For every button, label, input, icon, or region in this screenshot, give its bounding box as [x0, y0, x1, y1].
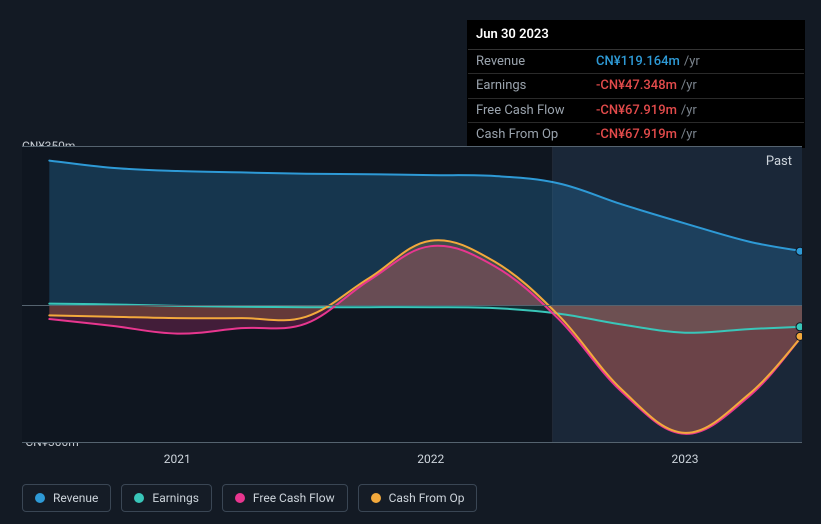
tooltip-row-label: Cash From Op: [476, 127, 596, 143]
legend-item-fcf[interactable]: Free Cash Flow: [222, 484, 348, 512]
legend-label: Revenue: [53, 491, 98, 505]
tooltip-row: RevenueCN¥119.164m/yr: [468, 50, 804, 75]
legend-label: Earnings: [152, 491, 199, 505]
tooltip-row-suffix: /yr: [684, 54, 700, 70]
tooltip-date: Jun 30 2023: [468, 21, 804, 50]
past-label: Past: [766, 154, 792, 169]
tooltip-row-suffix: /yr: [681, 103, 697, 119]
tooltip-row-label: Free Cash Flow: [476, 103, 596, 119]
tooltip-row-value: -CN¥47.348m: [596, 78, 677, 94]
legend-item-earnings[interactable]: Earnings: [121, 484, 212, 512]
legend-swatch: [134, 493, 144, 503]
x-axis-label: 2023: [672, 452, 699, 466]
legend-item-revenue[interactable]: Revenue: [22, 484, 111, 512]
tooltip-row-value: CN¥119.164m: [596, 54, 680, 70]
tooltip-row-label: Earnings: [476, 78, 596, 94]
legend-swatch: [235, 493, 245, 503]
tooltip-row-suffix: /yr: [681, 127, 697, 143]
axis-gridline: [22, 442, 802, 443]
axis-gridline: [22, 305, 802, 306]
legend: Revenue Earnings Free Cash Flow Cash From O…: [22, 484, 477, 512]
tooltip-row: Free Cash Flow-CN¥67.919m/yr: [468, 99, 804, 124]
axis-gridline: [22, 146, 802, 147]
series-end-marker-earnings: [796, 323, 802, 331]
series-end-marker-revenue: [796, 247, 802, 255]
tooltip-row-value: -CN¥67.919m: [596, 127, 677, 143]
x-axis-label: 2022: [417, 452, 444, 466]
x-axis-label: 2021: [164, 452, 191, 466]
legend-item-cfo[interactable]: Cash From Op: [358, 484, 478, 512]
tooltip-row: Cash From Op-CN¥67.919m/yr: [468, 123, 804, 147]
tooltip-row: Earnings-CN¥47.348m/yr: [468, 74, 804, 99]
legend-swatch: [35, 493, 45, 503]
tooltip-row-label: Revenue: [476, 54, 596, 70]
tooltip-panel: Jun 30 2023 RevenueCN¥119.164m/yrEarning…: [467, 20, 805, 148]
legend-label: Free Cash Flow: [253, 491, 335, 505]
legend-label: Cash From Op: [389, 491, 465, 505]
legend-swatch: [371, 493, 381, 503]
series-end-marker-cfo: [796, 332, 802, 340]
chart-plot[interactable]: Past: [22, 146, 802, 442]
tooltip-row-value: -CN¥67.919m: [596, 103, 677, 119]
tooltip-row-suffix: /yr: [681, 78, 697, 94]
